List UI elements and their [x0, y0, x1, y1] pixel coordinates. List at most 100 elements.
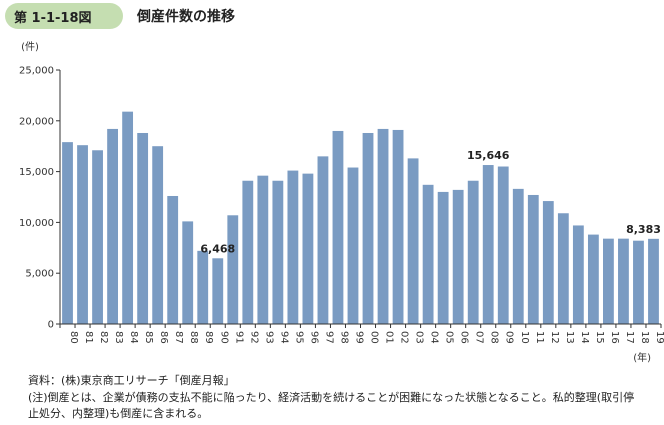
x-tick-label: 00: [369, 331, 380, 344]
data-label: 8,383: [626, 223, 661, 236]
bar: [603, 238, 614, 324]
x-tick-label: 86: [158, 331, 169, 344]
x-tick-label: 99: [353, 331, 364, 344]
bar: [377, 128, 389, 324]
x-tick-label: 98: [338, 331, 349, 344]
bar: [392, 129, 404, 324]
x-tick-label: 96: [308, 331, 319, 344]
x-axis-unit-label: (年): [633, 351, 651, 364]
bar: [332, 130, 344, 324]
bar: [287, 170, 299, 324]
bar: [482, 165, 494, 324]
x-tick-label: 82: [98, 331, 109, 344]
bar: [542, 201, 554, 324]
footnote-line-1: (注)倒産とは、企業が債務の支払不能に陥ったり、経済活動を続けることが困難になっ…: [28, 391, 635, 404]
bar: [167, 195, 179, 324]
x-tick-label: 04: [429, 331, 440, 344]
bar: [242, 180, 254, 324]
x-tick-label: 95: [293, 331, 304, 344]
y-tick-label: 0: [48, 320, 54, 331]
bar: [497, 166, 509, 324]
x-tick-label: 84: [128, 331, 139, 344]
bar: [633, 240, 644, 324]
x-tick-label: 97: [323, 331, 334, 344]
y-tick-label: 15,000: [19, 167, 54, 178]
figure-number-badge: 第 1-1-18図: [5, 3, 123, 29]
y-tick-label: 10,000: [19, 218, 54, 229]
x-tick-label: 90: [218, 331, 229, 344]
figure-number: 第 1-1-18図: [14, 11, 92, 26]
x-tick-label: 09: [504, 331, 515, 344]
x-tick-label: 18: [639, 331, 650, 344]
bar: [512, 188, 524, 324]
bar: [407, 158, 419, 324]
bar: [107, 128, 118, 324]
x-tick-label: 89: [203, 331, 214, 344]
bar: [362, 132, 374, 324]
x-tick-label: 11: [534, 331, 545, 344]
x-tick-label: 83: [113, 331, 124, 344]
x-tick-label: 88: [188, 331, 199, 344]
x-tick-label: 81: [83, 331, 94, 344]
bar: [137, 132, 149, 324]
bar: [422, 184, 434, 324]
x-tick-label: 80: [68, 331, 79, 344]
bar: [557, 213, 569, 324]
x-tick-label: 19: [654, 331, 664, 344]
data-label: 6,468: [200, 242, 235, 255]
x-tick-label: 13: [564, 331, 575, 344]
x-tick-label: 15: [594, 331, 605, 344]
bar: [227, 215, 239, 324]
bar: [302, 173, 314, 324]
x-axis: 80 81 82 83 84 85 86 87 88 89 90 91 92 93 94 95 96 97 98 99…: [59, 323, 664, 344]
bar: [62, 142, 73, 324]
data-annotations: 6,468 15,646 8,383: [200, 149, 661, 255]
x-tick-label: 07: [474, 331, 485, 344]
x-tick-label: 01: [384, 331, 395, 344]
bar: [527, 194, 539, 324]
x-tick-label: 17: [624, 331, 635, 344]
x-tick-label: 05: [444, 331, 455, 344]
x-tick-label: 92: [248, 331, 259, 344]
bar: [648, 238, 659, 324]
y-axis-unit-label: (件): [21, 41, 39, 53]
x-tick-label: 08: [489, 331, 500, 344]
y-tick-label: 20,000: [19, 116, 54, 127]
source-note: 資料：(株)東京商工リサーチ「倒産月報」: [28, 374, 235, 387]
y-axis: 0 5,000 10,000 15,000 20,000 25,000: [19, 66, 61, 331]
footnote-line-2: 止処分、内整理)も倒産に含まれる。: [28, 407, 209, 420]
chart-title: 倒産件数の推移: [137, 9, 235, 25]
bar: [572, 225, 584, 324]
bar: [452, 189, 464, 324]
bar: [257, 175, 269, 324]
x-tick-label: 03: [414, 331, 425, 344]
bar: [317, 156, 329, 324]
bar: [467, 180, 479, 324]
bar: [182, 221, 194, 324]
bar: [618, 238, 629, 324]
y-tick-label: 5,000: [25, 269, 54, 280]
bar: [437, 191, 449, 324]
x-tick-label: 16: [609, 331, 620, 344]
bar: [197, 250, 209, 324]
x-tick-label: 87: [173, 331, 184, 344]
bars: [62, 111, 659, 324]
bar: [122, 111, 134, 324]
x-tick-label: 12: [549, 331, 560, 344]
x-tick-label: 85: [143, 331, 154, 344]
x-tick-label: 94: [278, 331, 289, 344]
bar: [77, 145, 88, 324]
x-tick-label: 14: [579, 331, 590, 344]
bar: [92, 150, 103, 324]
bar: [272, 180, 284, 324]
bar: [587, 234, 599, 324]
x-tick-label: 91: [233, 331, 244, 344]
bar: [212, 258, 224, 324]
y-tick-label: 25,000: [19, 66, 54, 77]
x-tick-label: 93: [263, 331, 274, 344]
x-tick-label: 10: [519, 331, 530, 344]
x-tick-label: 02: [399, 331, 410, 344]
bar: [152, 146, 164, 324]
bar: [347, 167, 359, 324]
